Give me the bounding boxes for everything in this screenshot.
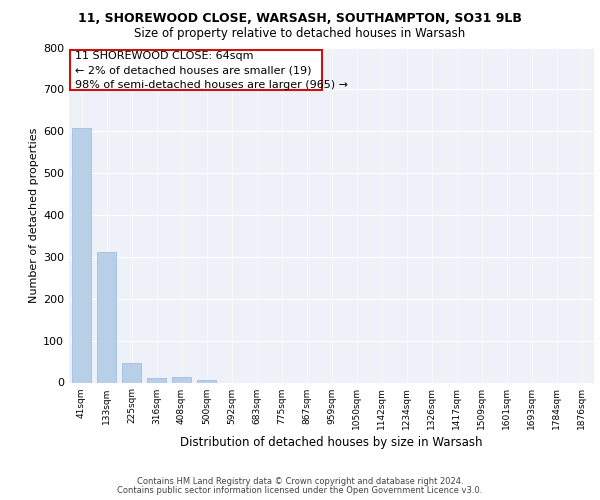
Bar (122, 363, 141, 382)
Bar (197, 380, 216, 382)
Text: Contains HM Land Registry data © Crown copyright and database right 2024.: Contains HM Land Registry data © Crown c… (137, 477, 463, 486)
Bar (172, 377, 191, 382)
X-axis label: Distribution of detached houses by size in Warsash: Distribution of detached houses by size … (180, 436, 483, 450)
Bar (72, 128, 91, 382)
Y-axis label: Number of detached properties: Number of detached properties (29, 128, 39, 302)
FancyBboxPatch shape (70, 50, 322, 90)
Bar (147, 378, 166, 382)
Text: 11 SHOREWOOD CLOSE: 64sqm
← 2% of detached houses are smaller (19)
98% of semi-d: 11 SHOREWOOD CLOSE: 64sqm ← 2% of detach… (75, 52, 348, 90)
Text: 11, SHOREWOOD CLOSE, WARSASH, SOUTHAMPTON, SO31 9LB: 11, SHOREWOOD CLOSE, WARSASH, SOUTHAMPTO… (78, 12, 522, 26)
Bar (97, 252, 116, 382)
Text: Contains public sector information licensed under the Open Government Licence v3: Contains public sector information licen… (118, 486, 482, 495)
Text: Size of property relative to detached houses in Warsash: Size of property relative to detached ho… (134, 28, 466, 40)
